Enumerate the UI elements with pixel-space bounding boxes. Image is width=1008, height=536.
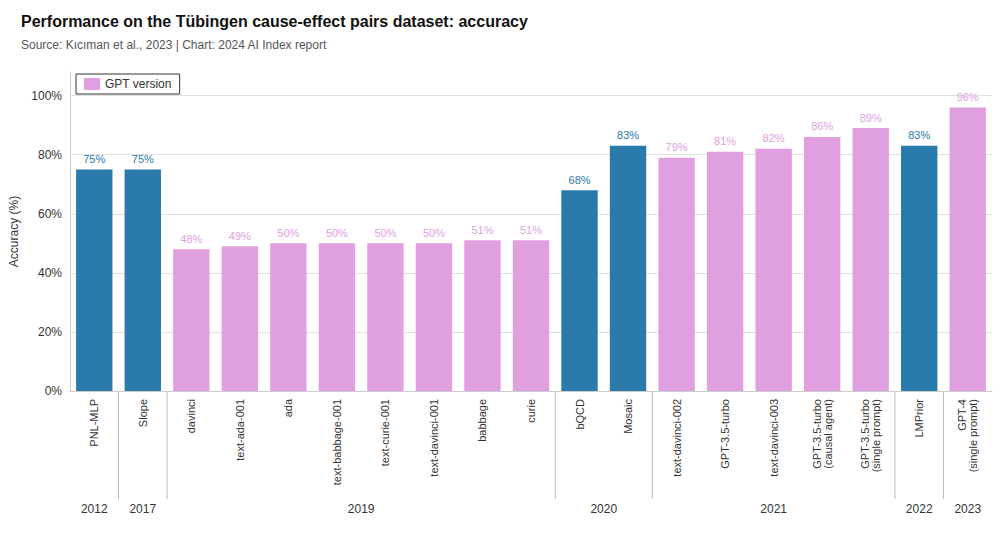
svg-text:68%: 68% [569, 174, 591, 186]
svg-text:51%: 51% [520, 224, 542, 236]
svg-text:curie: curie [525, 399, 537, 423]
svg-text:79%: 79% [666, 141, 688, 153]
svg-text:text-babbage-001: text-babbage-001 [331, 399, 343, 485]
svg-text:GPT-3.5-turbo: GPT-3.5-turbo [810, 399, 823, 469]
svg-text:bQCD: bQCD [574, 399, 586, 430]
svg-text:text-curie-001: text-curie-001 [379, 399, 391, 466]
svg-text:60%: 60% [38, 207, 62, 221]
svg-text:Performance on the Tübingen ca: Performance on the Tübingen cause-effect… [21, 13, 528, 30]
svg-text:48%: 48% [180, 233, 202, 245]
svg-text:text-davinci-002: text-davinci-002 [671, 399, 683, 477]
svg-text:2019: 2019 [348, 502, 375, 516]
svg-text:GPT version: GPT version [105, 77, 171, 91]
svg-text:Slope: Slope [137, 399, 149, 427]
svg-text:PNL-MLP: PNL-MLP [88, 399, 100, 447]
svg-text:GPT-4: GPT-4 [956, 399, 969, 431]
svg-text:80%: 80% [38, 148, 62, 162]
svg-text:81%: 81% [714, 135, 736, 147]
svg-text:Accuracy (%): Accuracy (%) [7, 196, 21, 267]
svg-text:(single prompt): (single prompt) [967, 399, 979, 472]
svg-text:50%: 50% [326, 227, 348, 239]
svg-text:83%: 83% [617, 129, 639, 141]
svg-text:ada: ada [282, 398, 294, 417]
svg-text:GPT-3.5-turbo: GPT-3.5-turbo [719, 399, 731, 469]
svg-text:75%: 75% [132, 153, 154, 165]
svg-text:20%: 20% [38, 325, 62, 339]
svg-text:96%: 96% [957, 91, 979, 103]
svg-text:text-ada-001: text-ada-001 [234, 399, 246, 461]
svg-text:2012: 2012 [81, 502, 108, 516]
svg-text:83%: 83% [908, 129, 930, 141]
svg-text:2022: 2022 [906, 502, 933, 516]
svg-text:50%: 50% [423, 227, 445, 239]
svg-text:2020: 2020 [590, 502, 617, 516]
svg-text:0%: 0% [45, 384, 63, 398]
svg-text:babbage: babbage [476, 399, 488, 442]
svg-text:text-davinci-001: text-davinci-001 [428, 399, 440, 477]
svg-text:LMPrior: LMPrior [913, 399, 925, 438]
svg-text:2023: 2023 [954, 502, 981, 516]
svg-text:2021: 2021 [760, 502, 787, 516]
svg-text:49%: 49% [229, 230, 251, 242]
svg-text:GPT-3.5-turbo: GPT-3.5-turbo [859, 399, 872, 469]
svg-text:(causal agent): (causal agent) [822, 399, 834, 469]
svg-text:Mosaic: Mosaic [622, 399, 634, 434]
svg-text:2017: 2017 [129, 502, 156, 516]
svg-text:50%: 50% [277, 227, 299, 239]
svg-text:75%: 75% [83, 153, 105, 165]
svg-text:51%: 51% [471, 224, 493, 236]
svg-text:text-davinci-003: text-davinci-003 [768, 399, 780, 477]
svg-text:Source: Kıcıman et al., 2023 |: Source: Kıcıman et al., 2023 | Chart: 20… [21, 38, 327, 52]
svg-text:89%: 89% [860, 112, 882, 124]
svg-text:40%: 40% [38, 266, 62, 280]
svg-text:82%: 82% [763, 132, 785, 144]
svg-text:86%: 86% [811, 120, 833, 132]
svg-text:davinci: davinci [185, 399, 197, 433]
svg-text:50%: 50% [374, 227, 396, 239]
svg-text:100%: 100% [31, 89, 62, 103]
svg-text:(single prompt): (single prompt) [870, 399, 882, 472]
